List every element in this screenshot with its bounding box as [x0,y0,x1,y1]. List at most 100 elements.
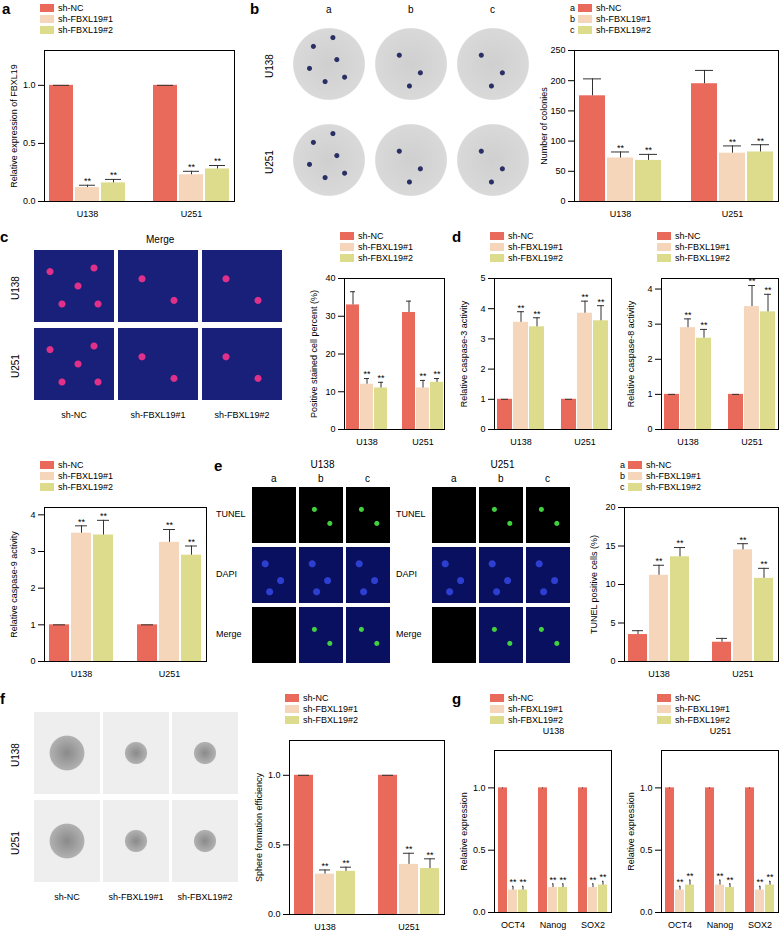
svg-text:**: ** [589,875,597,885]
svg-text:200: 200 [550,76,565,86]
svg-text:Relative caspase-9 activity: Relative caspase-9 activity [9,531,19,638]
svg-text:**: ** [321,861,329,871]
svg-text:**: ** [756,877,764,887]
svg-text:**: ** [188,537,196,547]
svg-text:1: 1 [647,389,652,399]
svg-text:30: 30 [325,311,335,321]
svg-text:**: ** [645,145,653,155]
svg-text:U251: U251 [181,209,203,219]
svg-text:Relative caspase-3 activity: Relative caspase-3 activity [459,300,469,407]
svg-text:4: 4 [480,304,485,314]
svg-text:0: 0 [560,196,565,206]
svg-text:1.0: 1.0 [23,80,36,90]
svg-text:U251: U251 [722,209,744,219]
svg-text:U138: U138 [77,209,99,219]
svg-text:U251: U251 [159,669,181,679]
svg-text:**: ** [684,310,692,320]
svg-text:U138: U138 [648,669,670,679]
svg-text:0.5: 0.5 [640,845,653,855]
svg-text:0: 0 [30,656,35,666]
svg-text:Positive stained cell percent: Positive stained cell percent (%) [309,290,319,418]
svg-text:4: 4 [30,510,35,520]
svg-text:**: ** [739,535,747,545]
svg-text:Nanog: Nanog [707,920,734,930]
svg-text:1.0: 1.0 [640,783,653,793]
svg-text:OCT4: OCT4 [501,920,525,930]
svg-text:**: ** [363,369,371,379]
svg-text:0.5: 0.5 [473,845,486,855]
svg-text:**: ** [405,844,413,854]
svg-text:Relative expression: Relative expression [459,792,469,871]
svg-text:**: ** [110,170,118,180]
svg-text:0: 0 [647,424,652,434]
svg-text:0: 0 [480,424,485,434]
svg-text:0: 0 [330,424,335,434]
svg-text:**: ** [599,872,607,882]
svg-text:**: ** [655,556,663,566]
svg-text:5: 5 [610,618,615,628]
svg-text:U251: U251 [574,437,596,447]
svg-text:U251: U251 [732,669,754,679]
svg-text:Relative caspase-8 activity: Relative caspase-8 activity [626,300,636,407]
svg-text:**: ** [549,875,557,885]
svg-text:0.0: 0.0 [23,196,36,206]
svg-text:0.5: 0.5 [23,138,36,148]
svg-text:**: ** [519,877,527,887]
svg-text:3: 3 [30,546,35,556]
svg-text:SOX2: SOX2 [748,920,772,930]
svg-text:150: 150 [550,106,565,116]
svg-text:**: ** [166,520,174,530]
svg-text:**: ** [509,877,517,887]
svg-text:1.0: 1.0 [268,770,281,780]
svg-text:0.5: 0.5 [268,840,281,850]
svg-text:0.0: 0.0 [268,909,281,919]
svg-text:Sphere formation efficiency: Sphere formation efficiency [254,773,264,882]
svg-text:Nanog: Nanog [540,920,567,930]
svg-text:3: 3 [647,319,652,329]
svg-text:20: 20 [605,502,615,512]
svg-text:**: ** [676,877,684,887]
svg-text:**: ** [676,538,684,548]
svg-text:U138: U138 [356,437,378,447]
svg-text:U251: U251 [741,437,763,447]
svg-text:1: 1 [480,394,485,404]
svg-text:15: 15 [605,541,615,551]
svg-text:Relative expression: Relative expression [626,792,636,871]
svg-text:**: ** [766,872,774,882]
svg-text:10: 10 [325,387,335,397]
svg-text:U138: U138 [677,437,699,447]
svg-text:20: 20 [325,349,335,359]
svg-text:Relative expression of FBXL19: Relative expression of FBXL19 [9,64,19,188]
svg-text:**: ** [757,136,765,146]
svg-text:5: 5 [480,273,485,283]
svg-text:**: ** [686,871,694,881]
svg-text:**: ** [377,373,385,383]
svg-text:**: ** [760,559,768,569]
svg-text:OCT4: OCT4 [668,920,692,930]
svg-text:**: ** [617,143,625,153]
svg-text:4: 4 [647,284,652,294]
svg-text:50: 50 [555,166,565,176]
svg-text:**: ** [559,875,567,885]
svg-text:U138: U138 [610,209,632,219]
svg-text:10: 10 [605,579,615,589]
svg-text:**: ** [342,858,350,868]
svg-text:**: ** [214,156,222,166]
svg-text:SOX2: SOX2 [581,920,605,930]
svg-text:**: ** [581,292,589,302]
svg-text:**: ** [700,320,708,330]
svg-text:1.0: 1.0 [473,783,486,793]
svg-text:2: 2 [480,364,485,374]
svg-text:U251: U251 [412,437,434,447]
svg-text:100: 100 [550,136,565,146]
svg-text:**: ** [78,517,86,527]
svg-text:40: 40 [325,273,335,283]
svg-text:**: ** [100,511,108,521]
svg-text:**: ** [84,176,92,186]
svg-text:U138: U138 [71,669,93,679]
svg-text:1: 1 [30,620,35,630]
svg-text:250: 250 [550,45,565,55]
svg-text:**: ** [188,162,196,172]
svg-text:0: 0 [610,656,615,666]
svg-text:**: ** [597,297,605,307]
